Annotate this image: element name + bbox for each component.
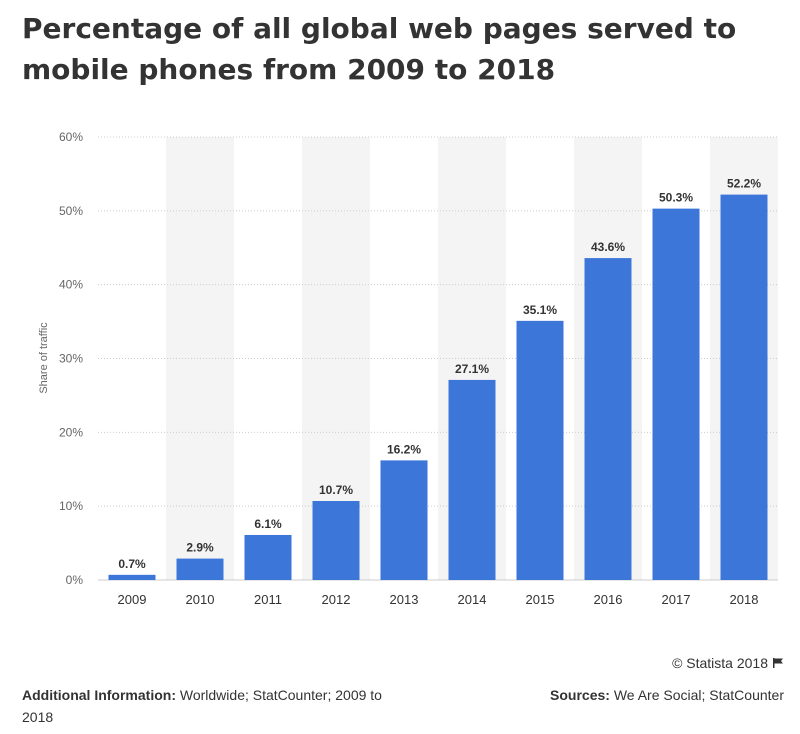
sources-label: Sources: (550, 687, 610, 703)
y-axis-label: Share of traffic (38, 322, 50, 394)
bar-value-label: 35.1% (523, 303, 557, 317)
y-tick-label: 20% (59, 425, 83, 439)
x-tick-label: 2014 (458, 592, 487, 607)
bar-value-label: 50.3% (659, 191, 693, 205)
sources-text: We Are Social; StatCounter (613, 687, 784, 703)
bar-2016 (584, 258, 632, 580)
bar-value-label: 43.6% (591, 240, 625, 254)
x-tick-label: 2011 (254, 592, 282, 607)
copyright-text: © Statista 2018 (672, 655, 768, 671)
bar-2011 (244, 534, 292, 580)
x-tick-label: 2009 (118, 592, 147, 607)
x-tick-label: 2010 (186, 592, 215, 607)
x-tick-label: 2016 (594, 592, 623, 607)
x-tick-label: 2013 (390, 592, 419, 607)
bar-2010 (176, 558, 224, 580)
copyright: © Statista 2018 (672, 655, 784, 671)
x-tick-label: 2012 (322, 592, 351, 607)
additional-information: Additional Information: Worldwide; StatC… (22, 684, 382, 728)
sources: Sources: We Are Social; StatCounter (550, 684, 784, 706)
x-tick-label: 2015 (526, 592, 555, 607)
bar-value-label: 10.7% (319, 483, 353, 497)
additional-info-text: Worldwide; StatCounter; 2009 to 2018 (22, 687, 382, 725)
bar-value-label: 52.2% (727, 177, 761, 191)
y-tick-label: 30% (59, 352, 83, 366)
x-tick-label: 2017 (662, 592, 691, 607)
bar-2015 (516, 320, 564, 580)
bar-2009 (108, 574, 156, 580)
chart-title: Percentage of all global web pages serve… (22, 12, 737, 86)
bar-2018 (720, 194, 768, 580)
y-tick-label: 10% (59, 499, 83, 513)
bar-value-label: 0.7% (118, 557, 146, 571)
bar-value-label: 6.1% (254, 517, 282, 531)
bar-2012 (312, 500, 360, 580)
bar-value-label: 2.9% (186, 541, 214, 555)
bar-2013 (380, 460, 428, 580)
bar-2014 (448, 379, 496, 580)
y-tick-label: 0% (66, 573, 84, 587)
y-tick-label: 40% (59, 278, 83, 292)
flag-icon[interactable] (772, 657, 784, 669)
y-tick-label: 50% (59, 204, 83, 218)
additional-info-label: Additional Information: (22, 687, 176, 703)
bar-value-label: 16.2% (387, 442, 421, 456)
bar-2017 (652, 208, 700, 580)
bar-value-label: 27.1% (455, 362, 489, 376)
x-tick-label: 2018 (730, 592, 759, 607)
y-tick-label: 60% (59, 130, 83, 144)
